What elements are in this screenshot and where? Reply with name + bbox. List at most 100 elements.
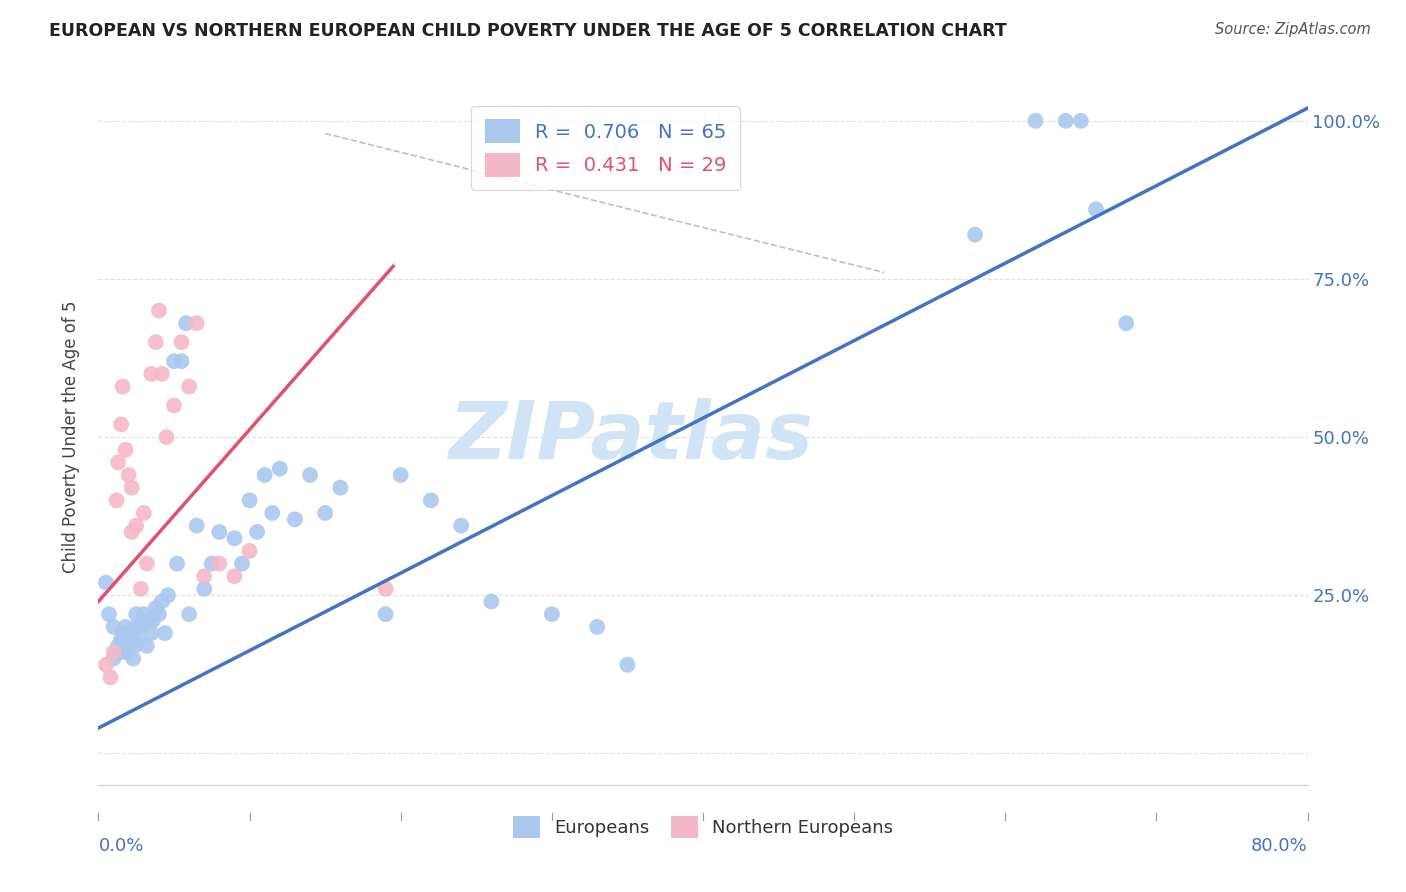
Point bbox=[110, 417, 132, 432]
Point bbox=[208, 524, 231, 539]
Point bbox=[94, 657, 117, 672]
Point bbox=[481, 594, 503, 608]
Point bbox=[141, 626, 163, 640]
Point bbox=[111, 626, 134, 640]
Point bbox=[122, 651, 145, 665]
Point bbox=[118, 468, 141, 483]
Point bbox=[94, 575, 117, 590]
Point bbox=[374, 607, 396, 622]
Point bbox=[148, 303, 170, 318]
Point bbox=[253, 468, 276, 483]
Point bbox=[586, 620, 609, 634]
Point bbox=[540, 607, 562, 622]
Y-axis label: Child Poverty Under the Age of 5: Child Poverty Under the Age of 5 bbox=[62, 301, 80, 574]
Point bbox=[127, 632, 149, 647]
Point bbox=[129, 620, 152, 634]
Point bbox=[1070, 113, 1092, 128]
Legend: Europeans, Northern Europeans: Europeans, Northern Europeans bbox=[505, 809, 901, 846]
Point bbox=[314, 506, 336, 520]
Text: Source: ZipAtlas.com: Source: ZipAtlas.com bbox=[1215, 22, 1371, 37]
Point bbox=[186, 316, 208, 330]
Point bbox=[111, 379, 134, 393]
Point bbox=[120, 626, 142, 640]
Point bbox=[125, 518, 148, 533]
Point bbox=[114, 620, 136, 634]
Text: 0.0%: 0.0% bbox=[98, 837, 143, 855]
Point bbox=[163, 354, 186, 368]
Point bbox=[125, 620, 148, 634]
Point bbox=[239, 493, 262, 508]
Point bbox=[135, 557, 157, 571]
Point bbox=[193, 582, 215, 596]
Point bbox=[269, 461, 291, 475]
Point bbox=[156, 588, 179, 602]
Point bbox=[224, 531, 246, 545]
Point bbox=[374, 582, 396, 596]
Point bbox=[112, 639, 135, 653]
Point bbox=[114, 442, 136, 457]
Point bbox=[124, 639, 146, 653]
Point bbox=[166, 557, 188, 571]
Point bbox=[132, 506, 155, 520]
Point bbox=[103, 651, 125, 665]
Point bbox=[246, 524, 269, 539]
Point bbox=[450, 518, 472, 533]
Point bbox=[179, 379, 201, 393]
Point bbox=[105, 493, 128, 508]
Text: 80.0%: 80.0% bbox=[1251, 837, 1308, 855]
Point bbox=[174, 316, 197, 330]
Point bbox=[148, 607, 170, 622]
Point bbox=[136, 614, 159, 628]
Point bbox=[107, 455, 129, 469]
Point bbox=[150, 367, 173, 381]
Point bbox=[389, 468, 412, 483]
Text: EUROPEAN VS NORTHERN EUROPEAN CHILD POVERTY UNDER THE AGE OF 5 CORRELATION CHART: EUROPEAN VS NORTHERN EUROPEAN CHILD POVE… bbox=[49, 22, 1007, 40]
Point bbox=[103, 620, 125, 634]
Point bbox=[118, 639, 141, 653]
Point bbox=[170, 335, 193, 350]
Point bbox=[186, 518, 208, 533]
Point bbox=[105, 645, 128, 659]
Point bbox=[121, 632, 143, 647]
Point bbox=[193, 569, 215, 583]
Point bbox=[284, 512, 307, 526]
Point bbox=[155, 430, 177, 444]
Point bbox=[262, 506, 284, 520]
Point bbox=[107, 639, 129, 653]
Point bbox=[1024, 113, 1046, 128]
Point bbox=[145, 600, 167, 615]
Point bbox=[163, 399, 186, 413]
Point bbox=[100, 670, 122, 684]
Point bbox=[1054, 113, 1077, 128]
Point bbox=[125, 607, 148, 622]
Point bbox=[1085, 202, 1108, 217]
Text: ZIPatlas: ZIPatlas bbox=[449, 398, 813, 476]
Point bbox=[329, 481, 352, 495]
Point bbox=[153, 626, 176, 640]
Point bbox=[110, 632, 132, 647]
Point bbox=[231, 557, 253, 571]
Point bbox=[142, 614, 165, 628]
Point bbox=[1115, 316, 1137, 330]
Point bbox=[132, 607, 155, 622]
Point bbox=[239, 544, 262, 558]
Point bbox=[98, 607, 121, 622]
Point bbox=[103, 645, 125, 659]
Point bbox=[179, 607, 201, 622]
Point bbox=[145, 335, 167, 350]
Point bbox=[965, 227, 987, 242]
Point bbox=[224, 569, 246, 583]
Point bbox=[208, 557, 231, 571]
Point bbox=[115, 645, 138, 659]
Point bbox=[420, 493, 443, 508]
Point bbox=[129, 582, 152, 596]
Point bbox=[121, 481, 143, 495]
Point bbox=[299, 468, 322, 483]
Point bbox=[110, 645, 132, 659]
Point bbox=[121, 524, 143, 539]
Point bbox=[170, 354, 193, 368]
Point bbox=[141, 367, 163, 381]
Point bbox=[616, 657, 638, 672]
Point bbox=[201, 557, 224, 571]
Point bbox=[150, 594, 173, 608]
